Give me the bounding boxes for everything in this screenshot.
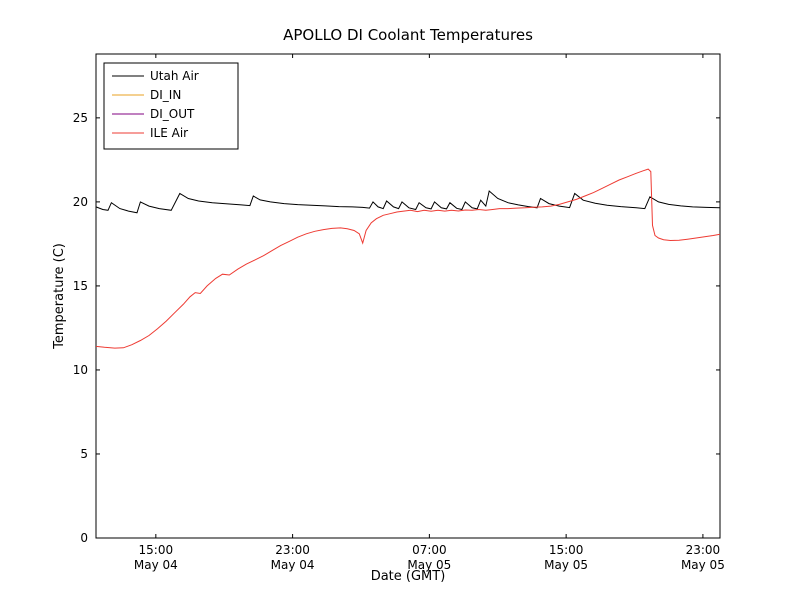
chart-title: APOLLO DI Coolant Temperatures <box>283 26 533 44</box>
x-tick-label: 15:00 May 05 <box>544 543 588 572</box>
x-tick-label: 23:00 May 05 <box>681 543 725 572</box>
y-tick-label: 15 <box>73 279 88 293</box>
y-axis-label: Temperature (C) <box>52 243 67 350</box>
legend-label-ile-air: ILE Air <box>150 126 188 140</box>
y-tick-label: 0 <box>80 531 88 545</box>
legend-label-di-out: DI_OUT <box>150 107 195 121</box>
legend-label-utah-air: Utah Air <box>150 69 199 83</box>
legend: Utah Air DI_IN DI_OUT ILE Air <box>103 62 239 150</box>
x-axis-label: Date (GMT) <box>371 569 446 584</box>
legend-label-di-in: DI_IN <box>150 88 181 102</box>
y-tick-label: 25 <box>73 111 88 125</box>
legend-box <box>103 62 239 150</box>
x-tick-label: 23:00 May 04 <box>271 543 315 572</box>
y-tick-label: 5 <box>80 447 88 461</box>
y-tick-label: 20 <box>73 195 88 209</box>
x-tick-label: 07:00 May 05 <box>407 543 451 572</box>
series-utah-air <box>95 190 721 214</box>
x-tick-label: 15:00 May 04 <box>134 543 178 572</box>
series-ile-air <box>95 168 721 349</box>
y-tick-label: 10 <box>73 363 88 377</box>
